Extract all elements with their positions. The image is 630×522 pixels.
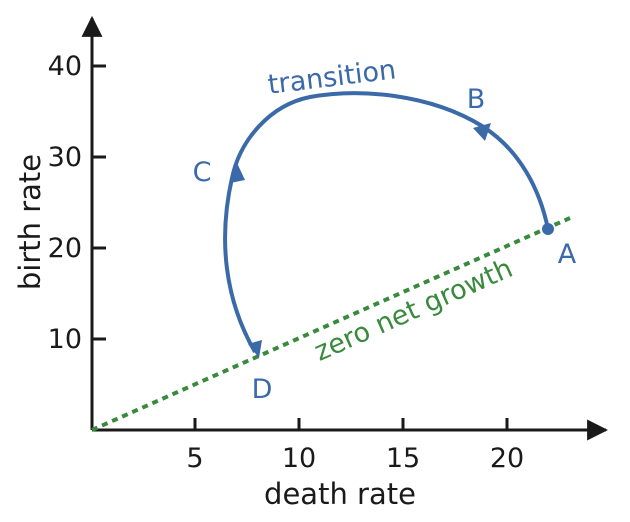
x-ticks — [193, 418, 509, 430]
x-axis-title: death rate — [264, 477, 416, 511]
point-label-b: B — [467, 84, 486, 115]
transition-curve — [223, 91, 550, 353]
y-axis-title: birth rate — [13, 154, 47, 290]
point-label-c: C — [193, 157, 212, 188]
point-label-d: D — [252, 374, 273, 405]
x-tick-label-5: 5 — [186, 443, 203, 474]
y-tick-label-30: 30 — [48, 142, 82, 173]
x-tick-label-20: 20 — [490, 443, 524, 474]
zero-growth-line — [91, 216, 571, 432]
y-tick-label-20: 20 — [48, 233, 82, 264]
y-ticks — [92, 64, 106, 341]
y-tick-label-40: 40 — [48, 51, 82, 82]
arrow-near-b-icon — [473, 123, 491, 141]
x-tick-label-15: 15 — [386, 443, 420, 474]
point-label-a: A — [558, 239, 577, 270]
y-tick-label-10: 10 — [48, 324, 82, 355]
x-tick-label-10: 10 — [282, 443, 316, 474]
start-point-a — [542, 223, 554, 235]
arrow-near-d-icon — [248, 340, 262, 358]
zero-growth-label: zero net growth — [310, 253, 518, 368]
arrow-near-c-icon — [230, 163, 245, 183]
